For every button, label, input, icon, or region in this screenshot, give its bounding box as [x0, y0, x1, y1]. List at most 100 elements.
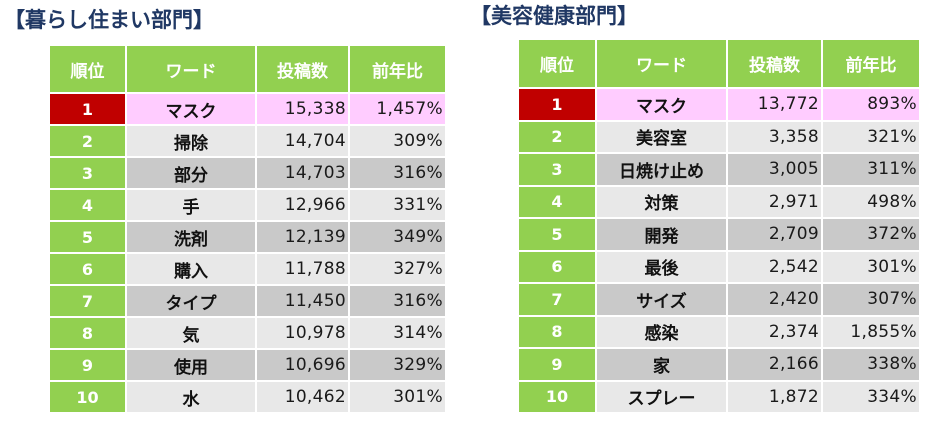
yoy-cell: 334%: [821, 379, 921, 414]
rank-cell: 2: [48, 124, 127, 158]
rank-cell: 3: [48, 156, 127, 190]
yoy-cell: 1,855%: [821, 314, 921, 349]
header-count: 投稿数: [255, 44, 350, 94]
word-cell: マスク: [595, 87, 728, 122]
rank-cell: 6: [48, 252, 127, 286]
rank-cell: 5: [48, 220, 127, 254]
table-row: 5 洗剤 12,139 349%: [48, 220, 447, 254]
count-cell: 12,139: [255, 220, 350, 254]
word-cell: タイプ: [125, 284, 257, 318]
word-cell: 手: [125, 188, 257, 222]
rank-cell: 8: [517, 314, 597, 349]
table-row: 10 スプレー 1,872 334%: [517, 379, 921, 414]
word-cell: 水: [125, 380, 257, 414]
count-cell: 2,374: [726, 314, 823, 349]
count-cell: 14,703: [255, 156, 350, 190]
rank-cell: 7: [517, 282, 597, 317]
table-row: 7 サイズ 2,420 307%: [517, 282, 921, 317]
word-cell: 洗剤: [125, 220, 257, 254]
count-cell: 3,358: [726, 119, 823, 154]
word-cell: 部分: [125, 156, 257, 190]
yoy-cell: 893%: [821, 87, 921, 122]
count-cell: 15,338: [255, 92, 350, 126]
word-cell: マスク: [125, 92, 257, 126]
table-row: 9 家 2,166 338%: [517, 347, 921, 382]
rank-cell: 1: [48, 92, 127, 126]
word-cell: 購入: [125, 252, 257, 286]
table-row: 6 購入 11,788 327%: [48, 252, 447, 286]
count-cell: 2,709: [726, 217, 823, 252]
yoy-cell: 331%: [348, 188, 447, 222]
header-word: ワード: [125, 44, 257, 94]
table-row: 6 最後 2,542 301%: [517, 249, 921, 284]
header-count: 投稿数: [726, 38, 823, 89]
word-cell: 家: [595, 347, 728, 382]
rank-cell: 1: [517, 87, 597, 122]
table-row: 3 日焼け止め 3,005 311%: [517, 152, 921, 187]
table-row: 8 気 10,978 314%: [48, 316, 447, 350]
count-cell: 12,966: [255, 188, 350, 222]
table-row: 8 感染 2,374 1,855%: [517, 314, 921, 349]
table-header-row: 順位 ワード 投稿数 前年比: [517, 38, 921, 89]
word-cell: スプレー: [595, 379, 728, 414]
header-yoy: 前年比: [348, 44, 447, 94]
yoy-cell: 311%: [821, 152, 921, 187]
rank-cell: 2: [517, 119, 597, 154]
yoy-cell: 316%: [348, 156, 447, 190]
rank-cell: 4: [517, 184, 597, 219]
table-row: 5 開発 2,709 372%: [517, 217, 921, 252]
table-row: 4 対策 2,971 498%: [517, 184, 921, 219]
section-title-living: 【暮らし住まい部門】: [4, 8, 214, 32]
rank-cell: 10: [48, 380, 127, 414]
header-word: ワード: [595, 38, 728, 89]
header-yoy: 前年比: [821, 38, 921, 89]
word-cell: 掃除: [125, 124, 257, 158]
word-cell: 対策: [595, 184, 728, 219]
yoy-cell: 1,457%: [348, 92, 447, 126]
yoy-cell: 316%: [348, 284, 447, 318]
count-cell: 10,696: [255, 348, 350, 382]
word-cell: 開発: [595, 217, 728, 252]
count-cell: 1,872: [726, 379, 823, 414]
table-row: 2 美容室 3,358 321%: [517, 119, 921, 154]
yoy-cell: 307%: [821, 282, 921, 317]
yoy-cell: 372%: [821, 217, 921, 252]
table-row: 10 水 10,462 301%: [48, 380, 447, 414]
count-cell: 3,005: [726, 152, 823, 187]
count-cell: 13,772: [726, 87, 823, 122]
table-header-row: 順位 ワード 投稿数 前年比: [48, 44, 447, 94]
count-cell: 10,462: [255, 380, 350, 414]
count-cell: 10,978: [255, 316, 350, 350]
word-cell: 感染: [595, 314, 728, 349]
ranking-table-beauty: 順位 ワード 投稿数 前年比 1 マスク 13,772 893% 2 美容室 3…: [517, 38, 921, 414]
word-cell: サイズ: [595, 282, 728, 317]
count-cell: 11,450: [255, 284, 350, 318]
rank-cell: 5: [517, 217, 597, 252]
rank-cell: 4: [48, 188, 127, 222]
word-cell: 使用: [125, 348, 257, 382]
rank-cell: 3: [517, 152, 597, 187]
rank-cell: 6: [517, 249, 597, 284]
yoy-cell: 309%: [348, 124, 447, 158]
table-row: 4 手 12,966 331%: [48, 188, 447, 222]
yoy-cell: 498%: [821, 184, 921, 219]
header-rank: 順位: [48, 44, 127, 94]
count-cell: 2,971: [726, 184, 823, 219]
yoy-cell: 338%: [821, 347, 921, 382]
count-cell: 2,166: [726, 347, 823, 382]
ranking-table-living: 順位 ワード 投稿数 前年比 1 マスク 15,338 1,457% 2 掃除 …: [48, 44, 447, 414]
yoy-cell: 329%: [348, 348, 447, 382]
yoy-cell: 314%: [348, 316, 447, 350]
count-cell: 2,542: [726, 249, 823, 284]
count-cell: 11,788: [255, 252, 350, 286]
table-row: 9 使用 10,696 329%: [48, 348, 447, 382]
count-cell: 2,420: [726, 282, 823, 317]
rank-cell: 8: [48, 316, 127, 350]
yoy-cell: 301%: [348, 380, 447, 414]
section-title-beauty: 【美容健康部門】: [470, 4, 638, 28]
table-row: 1 マスク 15,338 1,457%: [48, 92, 447, 126]
yoy-cell: 301%: [821, 249, 921, 284]
rank-cell: 9: [48, 348, 127, 382]
table-row: 2 掃除 14,704 309%: [48, 124, 447, 158]
yoy-cell: 349%: [348, 220, 447, 254]
